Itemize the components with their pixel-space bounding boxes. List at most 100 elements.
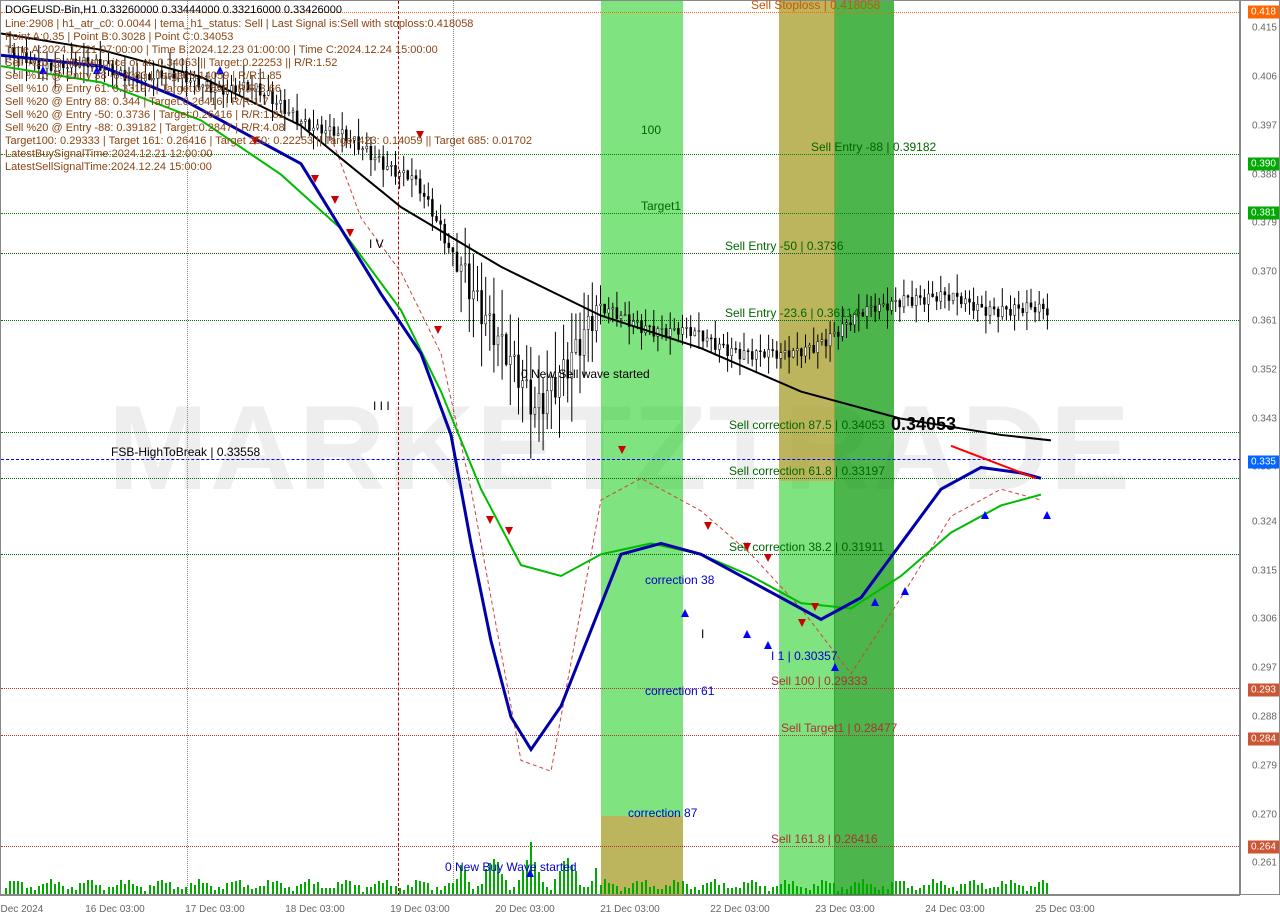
volume-bar xyxy=(858,883,860,894)
volume-bar xyxy=(181,889,183,894)
annotation-label: Sell correction 87.5 | 0.34053 xyxy=(729,418,885,432)
volume-bar xyxy=(903,881,905,894)
volume-bar xyxy=(407,885,409,894)
volume-bar xyxy=(608,883,610,894)
volume-bar xyxy=(595,868,597,894)
volume-bar xyxy=(222,889,224,894)
info-line: LatestSellSignalTime:2024.12.24 15:00:00 xyxy=(5,160,212,174)
volume-bar xyxy=(38,886,40,894)
volume-bar xyxy=(743,882,745,894)
volume-bar xyxy=(210,886,212,894)
y-tick-label: 0.343 xyxy=(1252,413,1277,424)
volume-bar xyxy=(632,883,634,894)
volume-bar xyxy=(226,883,228,894)
chart-panel[interactable]: MARKETZTRADE Sell Stoploss | 0.418058100… xyxy=(0,0,1240,895)
annotation-label: I 1 | 0.30357 xyxy=(771,649,838,663)
volume-bar xyxy=(284,888,286,894)
volume-bar xyxy=(542,882,544,894)
volume-bar xyxy=(1042,880,1044,894)
arrow-down-icon xyxy=(798,619,806,627)
arrow-up-icon xyxy=(901,587,909,595)
volume-bar xyxy=(780,884,782,894)
y-tick-label: 0.306 xyxy=(1252,614,1277,625)
volume-bar xyxy=(468,882,470,894)
y-marker-label: 0.418 xyxy=(1248,5,1279,18)
volume-bar xyxy=(128,880,130,894)
volume-bar xyxy=(214,890,216,894)
volume-bar xyxy=(784,880,786,894)
volume-bar xyxy=(120,880,122,894)
volume-bar xyxy=(887,889,889,894)
volume-bar xyxy=(591,881,593,894)
volume-bar xyxy=(620,891,622,894)
volume-bar xyxy=(255,888,257,894)
annotation-label: correction 87 xyxy=(628,806,697,820)
volume-bar xyxy=(973,880,975,894)
volume-bar xyxy=(636,881,638,894)
volume-bar xyxy=(673,880,675,894)
volume-bar xyxy=(149,885,151,894)
x-tick-label: 25 Dec 03:00 xyxy=(1035,904,1095,915)
arrow-up-icon xyxy=(526,869,534,877)
volume-bar xyxy=(235,881,237,894)
volume-bar xyxy=(99,885,101,894)
annotation-label: Sell Entry -88 | 0.39182 xyxy=(811,140,936,154)
volume-bar xyxy=(276,881,278,894)
volume-bar xyxy=(1001,881,1003,894)
volume-bar xyxy=(821,880,823,894)
volume-bar xyxy=(108,887,110,894)
volume-bar xyxy=(833,883,835,894)
volume-bar xyxy=(58,882,60,894)
volume-bar xyxy=(341,884,343,894)
annotation-label: 100 xyxy=(641,123,661,137)
arrow-up-icon xyxy=(681,609,689,617)
volume-bar xyxy=(17,881,19,894)
volume-bar xyxy=(472,889,474,894)
volume-bar xyxy=(776,886,778,894)
annotation-label: Target1 xyxy=(641,199,681,213)
x-tick-label: 15 Dec 2024 xyxy=(0,904,43,915)
volume-bar xyxy=(882,886,884,894)
arrow-down-icon xyxy=(764,554,772,562)
volume-bar xyxy=(682,881,684,894)
volume-bar xyxy=(194,885,196,894)
volume-bar xyxy=(1038,882,1040,894)
volume-bar xyxy=(546,887,548,894)
volume-bar xyxy=(874,887,876,894)
volume-bar xyxy=(969,881,971,894)
volume-bar xyxy=(280,883,282,894)
volume-bar xyxy=(723,883,725,894)
volume-bar xyxy=(690,889,692,894)
volume-bar xyxy=(809,890,811,894)
volume-bar xyxy=(911,886,913,894)
volume-bar xyxy=(714,879,716,894)
volume-bar xyxy=(792,881,794,894)
volume-bar xyxy=(800,887,802,894)
volume-bar xyxy=(993,887,995,894)
volume-bar xyxy=(321,888,323,894)
volume-bar xyxy=(452,883,454,894)
volume-bar xyxy=(423,882,425,894)
volume-bar xyxy=(846,889,848,894)
volume-bar xyxy=(185,887,187,894)
volume-bar xyxy=(661,889,663,894)
volume-bar xyxy=(247,885,249,894)
volume-bar xyxy=(829,883,831,894)
y-tick-label: 0.370 xyxy=(1252,267,1277,278)
arrow-down-icon xyxy=(811,603,819,611)
zone-darkgreen xyxy=(834,1,894,896)
x-tick-label: 23 Dec 03:00 xyxy=(815,904,875,915)
annotation-label: I V xyxy=(369,237,384,251)
x-tick-label: 19 Dec 03:00 xyxy=(390,904,450,915)
volume-bar xyxy=(34,890,36,894)
volume-bar xyxy=(1046,883,1048,894)
x-tick-label: 22 Dec 03:00 xyxy=(710,904,770,915)
arrow-down-icon xyxy=(331,196,339,204)
volume-bar xyxy=(899,881,901,894)
volume-bar xyxy=(989,888,991,894)
volume-bar xyxy=(206,883,208,894)
volume-bar xyxy=(288,887,290,894)
volume-bar xyxy=(997,887,999,894)
y-tick-label: 0.279 xyxy=(1252,760,1277,771)
symbol-header: DOGEUSD-Bin,H1 0.33260000 0.33444000 0.3… xyxy=(5,3,342,17)
